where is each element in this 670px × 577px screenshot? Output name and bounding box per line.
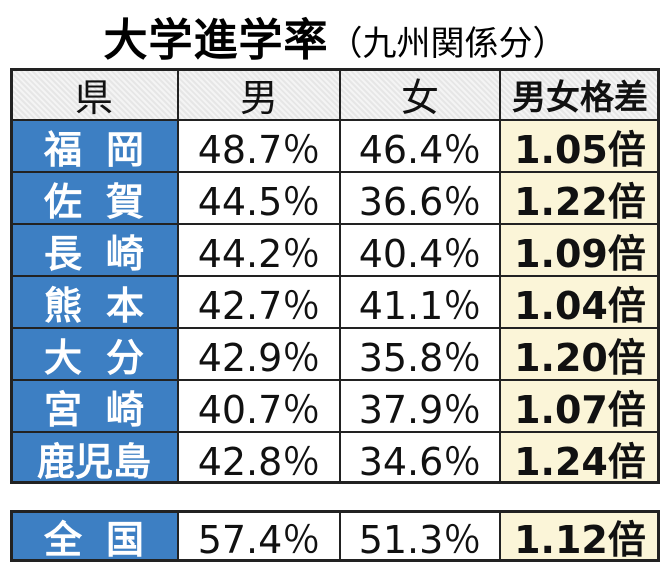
value-cell: 36.6％: [340, 172, 500, 224]
prefecture: 全国: [10, 510, 178, 562]
prefecture: 鹿児島: [10, 432, 178, 484]
value-cell: 57.4％: [178, 510, 340, 562]
value-cell: 1.04倍: [500, 276, 660, 328]
value-cell: 42.8％: [178, 432, 340, 484]
value-cell: 1.24倍: [500, 432, 660, 484]
value-cell: 37.9％: [340, 380, 500, 432]
value-cell: 34.6％: [340, 432, 500, 484]
column-header: 男女格差: [500, 68, 660, 120]
prefecture: 佐賀: [10, 172, 178, 224]
prefecture: 宮崎: [10, 380, 178, 432]
title-block: 大学進学率（九州関係分）: [0, 4, 670, 68]
value-cell: 48.7％: [178, 120, 340, 172]
prefecture: 長崎: [10, 224, 178, 276]
value-cell: 41.1％: [340, 276, 500, 328]
value-cell: 1.09倍: [500, 224, 660, 276]
prefecture: 熊本: [10, 276, 178, 328]
value-cell: 1.07倍: [500, 380, 660, 432]
value-cell: 42.9％: [178, 328, 340, 380]
value-cell: 42.7％: [178, 276, 340, 328]
column-header: 女: [340, 68, 500, 120]
prefecture: 福岡: [10, 120, 178, 172]
column-header: 県: [10, 68, 178, 120]
prefecture: 大分: [10, 328, 178, 380]
title: 大学進学率: [103, 15, 329, 66]
column-header: 男: [178, 68, 340, 120]
subtitle: （九州関係分）: [328, 24, 567, 64]
value-cell: 35.8％: [340, 328, 500, 380]
value-cell: 40.7％: [178, 380, 340, 432]
value-cell: 1.22倍: [500, 172, 660, 224]
value-cell: 51.3％: [340, 510, 500, 562]
value-cell: 46.4％: [340, 120, 500, 172]
value-cell: 44.5％: [178, 172, 340, 224]
value-cell: 40.4％: [340, 224, 500, 276]
value-cell: 1.05倍: [500, 120, 660, 172]
value-cell: 44.2％: [178, 224, 340, 276]
value-cell: 1.12倍: [500, 510, 660, 562]
value-cell: 1.20倍: [500, 328, 660, 380]
